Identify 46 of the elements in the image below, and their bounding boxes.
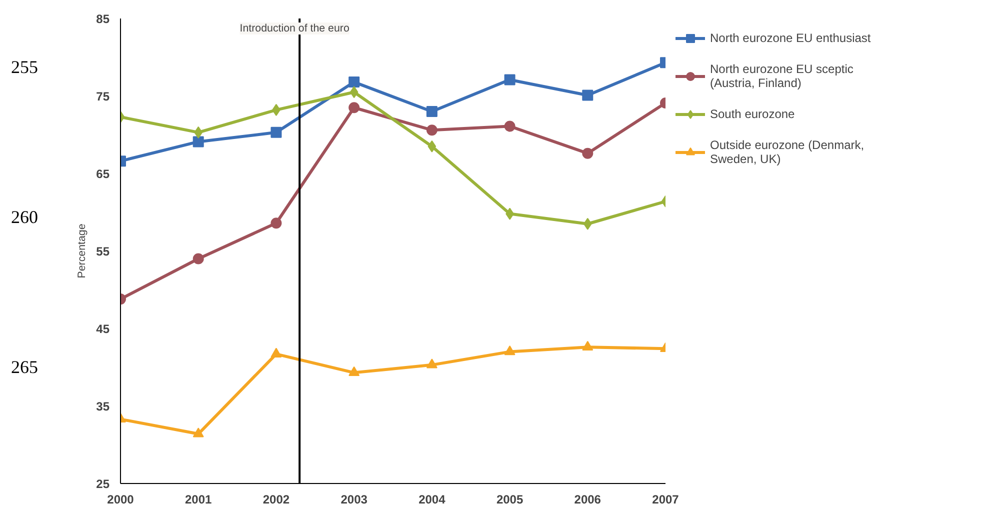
point xyxy=(350,86,358,98)
legend-label: South eurozone xyxy=(710,107,795,121)
x-tick-label: 2003 xyxy=(340,492,368,506)
y-tick-label: 65 xyxy=(96,167,110,181)
point xyxy=(194,126,203,138)
point xyxy=(428,140,436,152)
point xyxy=(192,253,204,264)
y-tick-label: 75 xyxy=(96,90,110,104)
point xyxy=(348,366,360,376)
point xyxy=(582,340,594,350)
text: 255 xyxy=(11,56,38,79)
y-tick-label: 35 xyxy=(96,400,110,414)
x-tick-label: 2002 xyxy=(262,492,290,506)
point xyxy=(426,106,438,117)
ref-line-label: Introduction of the euro xyxy=(240,22,350,34)
point xyxy=(348,102,360,114)
y-tick-label: 85 xyxy=(96,12,110,26)
point xyxy=(426,358,438,368)
point xyxy=(192,136,204,148)
x-tick-label: 2000 xyxy=(107,492,134,506)
x-tick-label: 2006 xyxy=(574,492,602,506)
point xyxy=(270,218,282,229)
y-tick-label: 25 xyxy=(96,477,110,491)
point xyxy=(426,124,438,136)
x-tick-label: 2005 xyxy=(496,492,524,506)
text: 260 xyxy=(11,206,38,229)
point xyxy=(192,428,204,438)
legend-label: North eurozone EU enthusiast xyxy=(710,31,871,45)
point xyxy=(582,90,594,101)
text: 265 xyxy=(11,356,38,379)
point xyxy=(504,120,516,132)
point xyxy=(270,348,282,358)
x-tick-label: 2004 xyxy=(418,492,446,506)
point xyxy=(348,76,360,88)
x-tick-label: 2001 xyxy=(185,492,212,506)
legend-label: North eurozone EU sceptic (Austria, Finland) xyxy=(710,62,854,90)
x-tick-label: 2007 xyxy=(652,492,680,506)
y-tick-label: 55 xyxy=(96,244,110,258)
legend-label: Outside eurozone (Denmark, Sweden, UK) xyxy=(710,138,864,166)
y-tick-label: 45 xyxy=(96,322,110,336)
point xyxy=(504,345,516,356)
point xyxy=(582,148,594,159)
point xyxy=(270,126,282,138)
point xyxy=(583,218,592,230)
point xyxy=(504,74,516,86)
y-axis-title: Percentage xyxy=(76,224,88,278)
